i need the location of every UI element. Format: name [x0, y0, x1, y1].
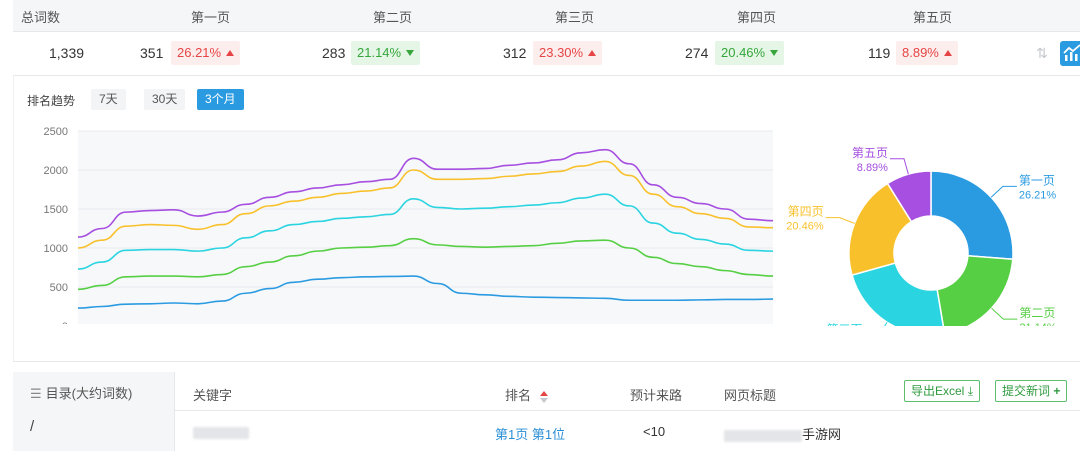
header-page2: 第二页 — [373, 10, 413, 25]
rank-cell[interactable]: 第1页 第1位 — [495, 427, 566, 442]
stats-header: 总词数 第一页 第二页 第三页 第四页 第五页 — [13, 0, 1080, 32]
series-line-3 — [77, 193, 774, 270]
page4-change: 20.46% — [715, 41, 785, 65]
page2-change: 21.14% — [351, 41, 421, 65]
header-page5: 第五页 — [913, 10, 953, 25]
page5-change: 8.89% — [896, 41, 958, 65]
plus-icon: + — [1053, 384, 1061, 398]
donut-value-label: 20.46% — [786, 221, 824, 233]
donut-leader-line — [884, 321, 888, 326]
col-traffic: 预计来路 — [630, 388, 683, 403]
series-line-4 — [77, 160, 774, 249]
tab-7days[interactable]: 7天 — [91, 89, 126, 110]
download-icon: ⤓ — [967, 384, 974, 398]
donut-slice-5[interactable] — [886, 170, 932, 223]
page3-count: 312 — [503, 45, 527, 61]
col-rank[interactable]: 排名 — [505, 385, 549, 404]
export-excel-button[interactable]: 导出Excel ⤓ — [904, 380, 981, 402]
series-line-5 — [77, 148, 774, 238]
y-tick-label: 0 — [62, 321, 68, 324]
donut-label: 第二页 — [1019, 306, 1055, 320]
col-keyword: 关键字 — [193, 388, 233, 403]
header-page4: 第四页 — [737, 10, 777, 25]
page5-count: 119 — [868, 45, 891, 61]
header-total: 总词数 — [21, 10, 61, 25]
tab-3months[interactable]: 3个月 — [197, 89, 244, 110]
page4-count: 274 — [685, 45, 709, 61]
line-chart-icon[interactable] — [1060, 41, 1080, 66]
donut-value-label: 8.89% — [857, 162, 888, 174]
donut-slice-2[interactable] — [936, 255, 1014, 326]
donut-label: 第五页 — [852, 146, 888, 160]
col-page-title: 网页标题 — [724, 388, 777, 403]
traffic-cell: <10 — [643, 424, 666, 439]
trend-label: 排名趋势 — [27, 94, 76, 108]
stats-row: 1,339 351 26.21% 283 21.14% 312 23.30% 2… — [13, 32, 1080, 76]
y-tick-label: 1500 — [44, 204, 68, 216]
arrow-down-icon — [406, 49, 415, 56]
y-tick-label: 1000 — [44, 243, 68, 255]
header-page1: 第一页 — [191, 10, 231, 25]
submit-new-words-button[interactable]: 提交新词 + — [995, 380, 1068, 402]
donut-leader-line — [990, 185, 1017, 198]
keyword-table: ☰ 目录(大约词数) / 关键字 排名 预计来路 网页标题 导出Excel ⤓ 提… — [13, 372, 1080, 451]
donut-label: 第三页 — [826, 323, 862, 326]
donut-label: 第四页 — [788, 205, 824, 219]
directory-path[interactable]: / — [30, 418, 35, 435]
list-icon: ☰ — [30, 386, 42, 401]
series-line-2 — [77, 237, 774, 291]
total-count: 1,339 — [49, 45, 85, 61]
page-distribution-donut: 第一页26.21%第二页21.14%第三页23.3%第四页20.46%第五页8.… — [786, 146, 1057, 326]
header-page3: 第三页 — [555, 10, 595, 25]
keyword-cell[interactable] — [193, 424, 249, 439]
donut-value-label: 26.21% — [1019, 189, 1057, 201]
arrow-up-icon — [943, 49, 952, 56]
series-line-1 — [77, 275, 774, 309]
directory-title: ☰ 目录(大约词数) — [30, 386, 133, 401]
table-row: 第1页 第1位 <10 手游网 — [175, 412, 1080, 451]
rank-trend-chart: 05001000150020002500 12-2012-3001-0901-1… — [44, 126, 774, 324]
donut-leader-line — [991, 307, 1018, 320]
y-tick-label: 2000 — [44, 165, 68, 177]
donut-leader-line — [825, 217, 855, 224]
y-tick-label: 2500 — [44, 126, 68, 138]
page2-count: 283 — [322, 45, 346, 61]
y-tick-label: 500 — [50, 282, 68, 294]
arrow-up-icon — [588, 49, 597, 56]
trend-panel: 排名趋势 7天 30天 3个月 05001000150020002500 12-… — [13, 76, 1080, 362]
donut-slice-3[interactable] — [851, 262, 945, 326]
donut-label: 第一页 — [1019, 173, 1055, 187]
table-header: 关键字 排名 预计来路 网页标题 导出Excel ⤓ 提交新词 + — [175, 372, 1080, 411]
directory-sidebar: ☰ 目录(大约词数) / — [13, 372, 175, 451]
plot-area — [78, 131, 773, 324]
sort-arrows-icon[interactable] — [539, 390, 549, 404]
donut-value-label: 21.14% — [1019, 322, 1057, 326]
donut-slice-1[interactable] — [930, 170, 1014, 261]
page-title-cell[interactable]: 手游网 — [724, 424, 841, 443]
tab-30days[interactable]: 30天 — [144, 89, 186, 110]
page3-change: 23.30% — [533, 41, 603, 65]
arrow-down-icon — [770, 49, 779, 56]
page1-count: 351 — [140, 45, 164, 61]
page1-change: 26.21% — [171, 41, 241, 65]
sort-icon[interactable]: ⇅ — [1036, 45, 1048, 61]
donut-leader-line — [889, 158, 909, 175]
arrow-up-icon — [226, 49, 235, 56]
